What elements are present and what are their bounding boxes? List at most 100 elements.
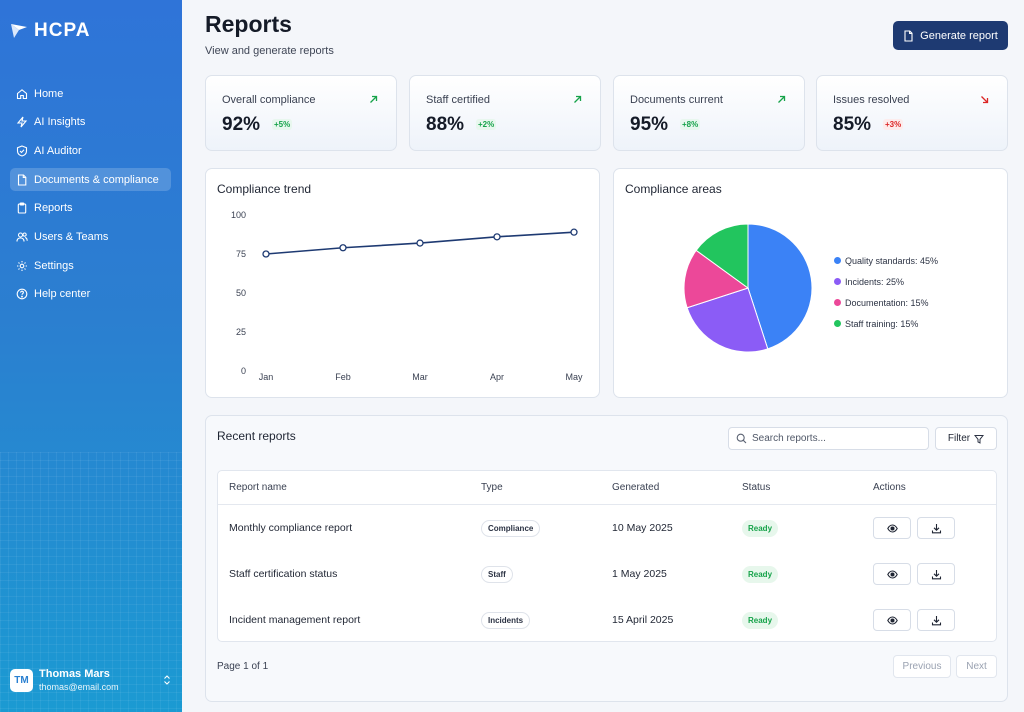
- search-input[interactable]: Search reports...: [728, 427, 929, 450]
- eye-icon: [886, 523, 898, 533]
- generate-report-button[interactable]: Generate report: [893, 21, 1008, 50]
- sidebar-item-documents-compliance[interactable]: Documents & compliance: [10, 168, 171, 192]
- user-menu[interactable]: TM Thomas Mars thomas@email.com: [10, 664, 172, 696]
- sidebar-item-label: Settings: [34, 259, 74, 272]
- pie-legend: Quality standards: 45% Incidents: 25% Do…: [834, 250, 938, 334]
- kpi-card-overall-compliance: Overall compliance 92% +5%: [205, 75, 397, 151]
- arrow-up-right-icon: [574, 95, 582, 103]
- user-name: Thomas Mars: [39, 668, 110, 680]
- previous-button[interactable]: Previous: [893, 655, 951, 678]
- document-icon: [904, 29, 913, 42]
- download-icon: [931, 569, 941, 579]
- download-button[interactable]: [917, 609, 955, 631]
- x-tick-label: Mar: [412, 372, 428, 382]
- status-badge: Ready: [742, 612, 779, 629]
- legend-swatch: [834, 320, 841, 327]
- kpi-delta: +8%: [680, 119, 701, 130]
- next-button[interactable]: Next: [956, 655, 997, 678]
- filter-button[interactable]: Filter: [935, 427, 997, 450]
- panel-title: Recent reports: [217, 429, 296, 443]
- column-header: Status: [742, 482, 771, 493]
- x-tick-label: Jan: [259, 372, 274, 382]
- download-button[interactable]: [917, 517, 955, 539]
- x-tick-label: Feb: [335, 372, 351, 382]
- kpi-value: 92%: [222, 114, 261, 135]
- reports-table: Report name Type Generated Status Action…: [217, 470, 997, 642]
- kpi-label: Issues resolved: [833, 94, 910, 106]
- y-tick-label: 0: [241, 366, 246, 376]
- sidebar-item-label: Documents & compliance: [34, 173, 159, 186]
- panel-title: Compliance areas: [625, 182, 722, 196]
- legend-label: Incidents: 25%: [845, 276, 905, 287]
- generate-report-label: Generate report: [920, 29, 998, 42]
- search-placeholder: Search reports...: [752, 433, 826, 444]
- sidebar-item-ai-auditor[interactable]: AI Auditor: [10, 139, 171, 162]
- sidebar-item-help-center[interactable]: Help center: [10, 283, 171, 306]
- view-button[interactable]: [873, 563, 911, 585]
- column-header: Type: [481, 482, 503, 493]
- download-icon: [931, 615, 941, 625]
- kpi-label: Overall compliance: [222, 94, 316, 106]
- brand-name: HCPA: [34, 20, 91, 41]
- report-name: Staff certification status: [229, 568, 338, 580]
- view-button[interactable]: [873, 517, 911, 539]
- table-row: Incident management report Incidents 15 …: [218, 597, 996, 643]
- sidebar-item-users-teams[interactable]: Users & Teams: [10, 225, 171, 248]
- sidebar-item-reports[interactable]: Reports: [10, 197, 171, 220]
- kpi-label: Staff certified: [426, 94, 490, 106]
- table-row: Staff certification status Staff 1 May 2…: [218, 551, 996, 597]
- kpi-card-issues-resolved: Issues resolved 85% +3%: [816, 75, 1008, 151]
- data-point: [262, 250, 270, 258]
- report-name: Monthly compliance report: [229, 522, 353, 534]
- download-button[interactable]: [917, 563, 955, 585]
- y-tick-label: 25: [236, 327, 246, 337]
- type-badge: Incidents: [481, 612, 531, 629]
- gear-icon: [17, 260, 27, 271]
- pie-slice: [695, 223, 749, 289]
- y-tick-label: 75: [236, 249, 246, 259]
- page-indicator: Page 1 of 1: [217, 661, 269, 672]
- x-tick-label: May: [565, 372, 583, 382]
- generated-date: 1 May 2025: [612, 568, 667, 580]
- kpi-card-staff-certified: Staff certified 88% +2%: [409, 75, 601, 151]
- sidebar-item-ai-insights[interactable]: AI Insights: [10, 111, 171, 134]
- sidebar-item-label: Users & Teams: [34, 230, 109, 243]
- filter-label: Filter: [947, 433, 971, 444]
- view-button[interactable]: [873, 609, 911, 631]
- column-header: Report name: [229, 482, 287, 493]
- status-badge: Ready: [742, 566, 779, 583]
- report-name: Incident management report: [229, 614, 361, 626]
- compliance-areas-panel: Compliance areas Quality standards: 45% …: [613, 168, 1008, 398]
- type-badge: Compliance: [481, 520, 541, 537]
- brand[interactable]: HCPA: [10, 20, 90, 42]
- compliance-trend-panel: Compliance trend 0 25 50 75 100 Jan Feb Mar Apr M…: [205, 168, 600, 398]
- bolt-icon: [16, 116, 28, 128]
- x-tick-label: Apr: [490, 372, 504, 382]
- legend-swatch: [834, 299, 841, 306]
- sidebar-item-label: AI Insights: [34, 116, 86, 129]
- sidebar-item-label: Reports: [34, 202, 73, 215]
- sidebar-item-label: AI Auditor: [34, 144, 82, 157]
- generated-date: 15 April 2025: [612, 614, 674, 626]
- generated-date: 10 May 2025: [612, 522, 673, 534]
- shield-icon: [16, 145, 28, 157]
- sidebar-item-settings[interactable]: Settings: [10, 254, 171, 277]
- table-row: Monthly compliance report Compliance 10 …: [218, 505, 996, 551]
- download-icon: [931, 523, 941, 533]
- chevron-up-down-icon[interactable]: [162, 674, 172, 686]
- table-header: Report name Type Generated Status Action…: [218, 471, 996, 505]
- document-icon: [17, 174, 27, 186]
- legend-label: Quality standards: 45%: [845, 255, 939, 266]
- sidebar-item-home[interactable]: Home: [10, 82, 171, 105]
- legend-item: Quality standards: 45%: [834, 250, 938, 271]
- sidebar-item-label: Home: [34, 87, 64, 100]
- search-icon: [736, 433, 747, 444]
- arrow-up-right-icon: [370, 95, 378, 103]
- status-badge: Ready: [742, 520, 779, 537]
- legend-swatch: [834, 257, 841, 264]
- kpi-value: 88%: [426, 114, 465, 135]
- legend-item: Incidents: 25%: [834, 271, 938, 292]
- users-icon: [16, 232, 28, 242]
- type-badge: Staff: [481, 566, 513, 583]
- legend-label: Staff training: 15%: [845, 318, 919, 329]
